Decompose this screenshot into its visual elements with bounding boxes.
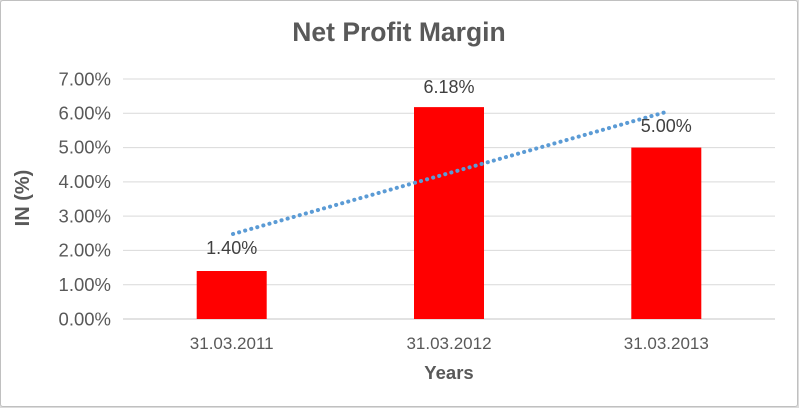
svg-text:2.00%: 2.00% — [59, 240, 111, 261]
svg-text:31.03.2012: 31.03.2012 — [406, 334, 491, 353]
svg-text:0.00%: 0.00% — [59, 309, 111, 330]
svg-text:31.03.2011: 31.03.2011 — [190, 334, 274, 353]
svg-text:1.00%: 1.00% — [59, 274, 111, 295]
svg-text:IN (%): IN (%) — [12, 170, 34, 227]
svg-text:6.00%: 6.00% — [59, 103, 111, 124]
svg-text:4.00%: 4.00% — [59, 171, 111, 192]
svg-text:31.03.2013: 31.03.2013 — [624, 334, 709, 353]
svg-text:3.00%: 3.00% — [59, 206, 111, 227]
svg-text:1.40%: 1.40% — [206, 238, 257, 258]
svg-text:5.00%: 5.00% — [59, 137, 111, 158]
svg-text:5.00%: 5.00% — [641, 116, 692, 136]
svg-text:7.00%: 7.00% — [59, 69, 111, 90]
svg-text:Years: Years — [424, 362, 473, 383]
svg-text:6.18%: 6.18% — [423, 77, 474, 97]
